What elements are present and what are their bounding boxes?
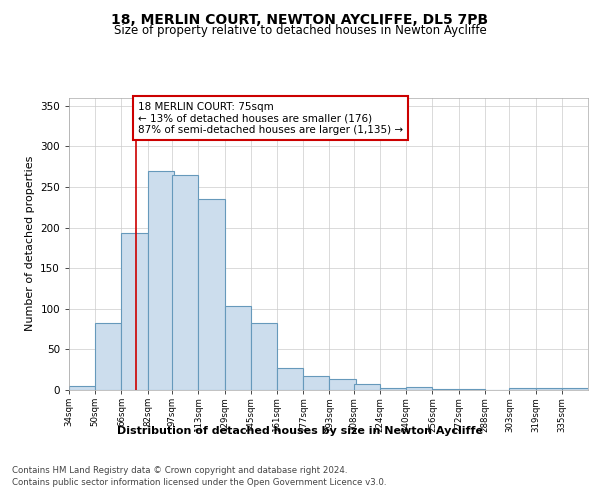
Bar (121, 233, 148, 390)
Bar (95, 322, 121, 390)
Bar (277, 368, 303, 390)
Bar (199, 199, 224, 390)
Y-axis label: Number of detached properties: Number of detached properties (25, 156, 35, 332)
Text: Contains HM Land Registry data © Crown copyright and database right 2024.: Contains HM Land Registry data © Crown c… (12, 466, 347, 475)
Bar (303, 376, 329, 390)
Text: Size of property relative to detached houses in Newton Aycliffe: Size of property relative to detached ho… (113, 24, 487, 37)
Bar (406, 387, 433, 390)
Text: Contains public sector information licensed under the Open Government Licence v3: Contains public sector information licen… (12, 478, 386, 487)
Bar (69, 386, 95, 390)
Bar (172, 174, 199, 390)
Bar (329, 380, 356, 390)
Bar (536, 388, 562, 390)
Bar (433, 389, 458, 390)
Bar (458, 389, 485, 390)
Text: 18, MERLIN COURT, NEWTON AYCLIFFE, DL5 7PB: 18, MERLIN COURT, NEWTON AYCLIFFE, DL5 7… (112, 12, 488, 26)
Bar (224, 306, 251, 390)
Text: 18 MERLIN COURT: 75sqm
← 13% of detached houses are smaller (176)
87% of semi-de: 18 MERLIN COURT: 75sqm ← 13% of detached… (138, 102, 403, 135)
Bar (251, 322, 277, 390)
Bar (509, 388, 536, 390)
Bar (380, 388, 406, 390)
Bar (148, 170, 174, 390)
Bar (562, 388, 588, 390)
Bar (354, 384, 380, 390)
Text: Distribution of detached houses by size in Newton Aycliffe: Distribution of detached houses by size … (117, 426, 483, 436)
